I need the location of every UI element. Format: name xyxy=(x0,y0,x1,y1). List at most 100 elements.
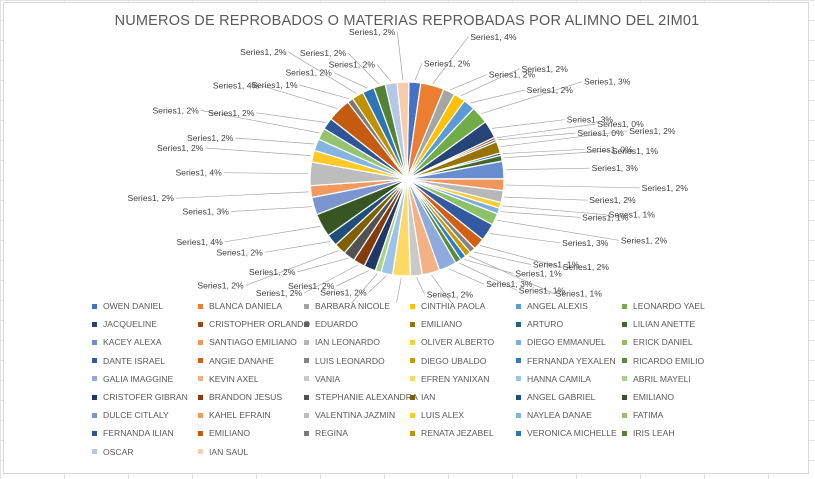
legend-swatch xyxy=(516,303,521,309)
data-label: Series1, 2% xyxy=(489,70,536,80)
legend-item: VERONICA MICHELLE xyxy=(516,428,617,438)
legend-label: KAHEL EFRAIN xyxy=(209,410,271,421)
leader-line xyxy=(500,130,628,147)
legend-swatch xyxy=(92,321,97,327)
legend-swatch xyxy=(304,412,309,418)
leader-line xyxy=(245,250,339,286)
legend-item: VALENTINA JAZMIN xyxy=(304,410,395,420)
leader-line xyxy=(500,211,581,218)
leader-line xyxy=(504,196,588,201)
legend-swatch xyxy=(516,412,521,418)
legend-swatch xyxy=(198,339,203,345)
data-label: Series1, 2% xyxy=(424,58,471,68)
legend-swatch xyxy=(92,358,97,364)
legend-item: EMILIANO xyxy=(410,319,462,329)
data-label: Series1, 4% xyxy=(176,237,223,247)
leader-line xyxy=(256,112,326,123)
data-label: Series1, 3% xyxy=(592,163,639,173)
legend-swatch xyxy=(198,412,203,418)
legend-label: EMILIANO xyxy=(633,392,675,402)
legend-swatch xyxy=(198,449,203,455)
legend-item: LUIS LEONARDO xyxy=(304,356,385,366)
leader-line xyxy=(336,270,370,287)
legend-label: BARBARA NICOLE xyxy=(315,301,390,311)
legend-label: ANGEL GABRIEL xyxy=(527,392,596,402)
legend-label: KACEY ALEXA xyxy=(103,337,162,348)
legend-label: EMILIANO xyxy=(209,428,251,439)
leader-line xyxy=(449,74,487,91)
data-label: Series1, 1% xyxy=(556,289,603,299)
legend-item: STEPHANIE ALEXANDRA xyxy=(304,392,418,402)
data-label: Series1, 3% xyxy=(486,279,533,289)
legend-swatch xyxy=(198,303,203,309)
legend-label: JACQUELINE xyxy=(103,319,157,330)
data-label: Series1, 2% xyxy=(621,235,668,245)
legend-swatch xyxy=(304,358,309,364)
legend-label: EFREN YANIXAN xyxy=(421,373,490,384)
data-label: Series1, 2% xyxy=(288,281,335,291)
legend-swatch xyxy=(92,303,97,309)
legend-swatch xyxy=(410,394,415,400)
legend-label: CRISTOPHER ORLANDO xyxy=(209,319,311,330)
leader-line xyxy=(502,205,607,216)
legend-label: IAN xyxy=(421,392,436,402)
legend-label: FERNANDA YEXALEN xyxy=(527,355,616,366)
legend-label: EDUARDO xyxy=(315,319,358,330)
legend-label: ANGIE DANAHE xyxy=(209,355,274,366)
leader-line xyxy=(396,31,404,81)
data-label: Series1, 1% xyxy=(515,269,562,279)
legend-swatch xyxy=(516,376,521,382)
legend-label: EMILIANO xyxy=(421,319,463,330)
legend-item: KACEY ALEXA xyxy=(92,337,162,347)
legend-swatch xyxy=(410,376,415,382)
legend-item: ERICK DANIEL xyxy=(622,337,693,347)
legend-swatch xyxy=(198,376,203,382)
legend-item: DANTE ISRAEL xyxy=(92,356,165,366)
data-label: Series1, 2% xyxy=(349,27,396,37)
legend-label: BRANDON JESUS xyxy=(209,392,283,402)
data-label: Series1, 0% xyxy=(597,119,644,129)
legend-item: OLIVER ALBERTO xyxy=(410,337,494,347)
legend-label: VANIA xyxy=(315,373,341,384)
pie-slice[interactable] xyxy=(396,81,410,180)
legend-item: ARTURO xyxy=(516,319,563,329)
data-label: Series1, 3% xyxy=(567,115,614,125)
legend-item: SANTIAGO EMILIANO xyxy=(198,337,297,347)
legend-swatch xyxy=(198,394,203,400)
leader-line xyxy=(448,268,485,285)
legend-swatch xyxy=(92,412,97,418)
legend-label: GALIA IMAGGINE xyxy=(103,373,174,384)
leader-line xyxy=(459,262,517,291)
leader-line xyxy=(223,172,309,175)
leader-line xyxy=(489,233,561,244)
leader-line xyxy=(505,184,640,189)
legend-label: LUIS LEONARDO xyxy=(315,355,385,366)
legend-item: CRISTOFER GIBRAN xyxy=(92,392,188,402)
leader-line xyxy=(432,36,469,84)
legend-item: LEONARDO YAEL xyxy=(622,301,705,311)
legend-label: OWEN DANIEL xyxy=(103,301,164,311)
leader-line xyxy=(288,51,357,94)
leader-line xyxy=(200,110,320,134)
legend-item: LUIS ALEX xyxy=(410,410,464,420)
legend-item: KAHEL EFRAIN xyxy=(198,410,271,420)
legend-label: FATIMA xyxy=(633,410,664,421)
legend-item: KEVIN AXEL xyxy=(198,374,259,384)
data-label: Series1, 1% xyxy=(251,80,298,90)
legend-swatch xyxy=(410,303,415,309)
leader-line xyxy=(175,191,309,199)
legend-swatch xyxy=(92,430,97,436)
legend-swatch xyxy=(198,430,203,436)
leader-line xyxy=(460,68,520,97)
legend-label: NAYLEA DANAE xyxy=(527,410,592,421)
data-label: Series1, 2% xyxy=(152,105,199,115)
legend-item: BARBARA NICOLE xyxy=(304,301,390,311)
legend-label: IRIS LEAH xyxy=(633,428,675,439)
data-label: Series1, 1% xyxy=(612,146,659,156)
legend-swatch xyxy=(304,321,309,327)
legend-label: DIEGO UBALDO xyxy=(421,355,487,366)
data-label: Series1, 2% xyxy=(187,133,234,143)
leader-line xyxy=(264,241,331,253)
legend-swatch xyxy=(622,358,627,364)
chart-area[interactable]: NUMEROS DE REPROBADOS O MATERIAS REPROBA… xyxy=(3,2,809,474)
